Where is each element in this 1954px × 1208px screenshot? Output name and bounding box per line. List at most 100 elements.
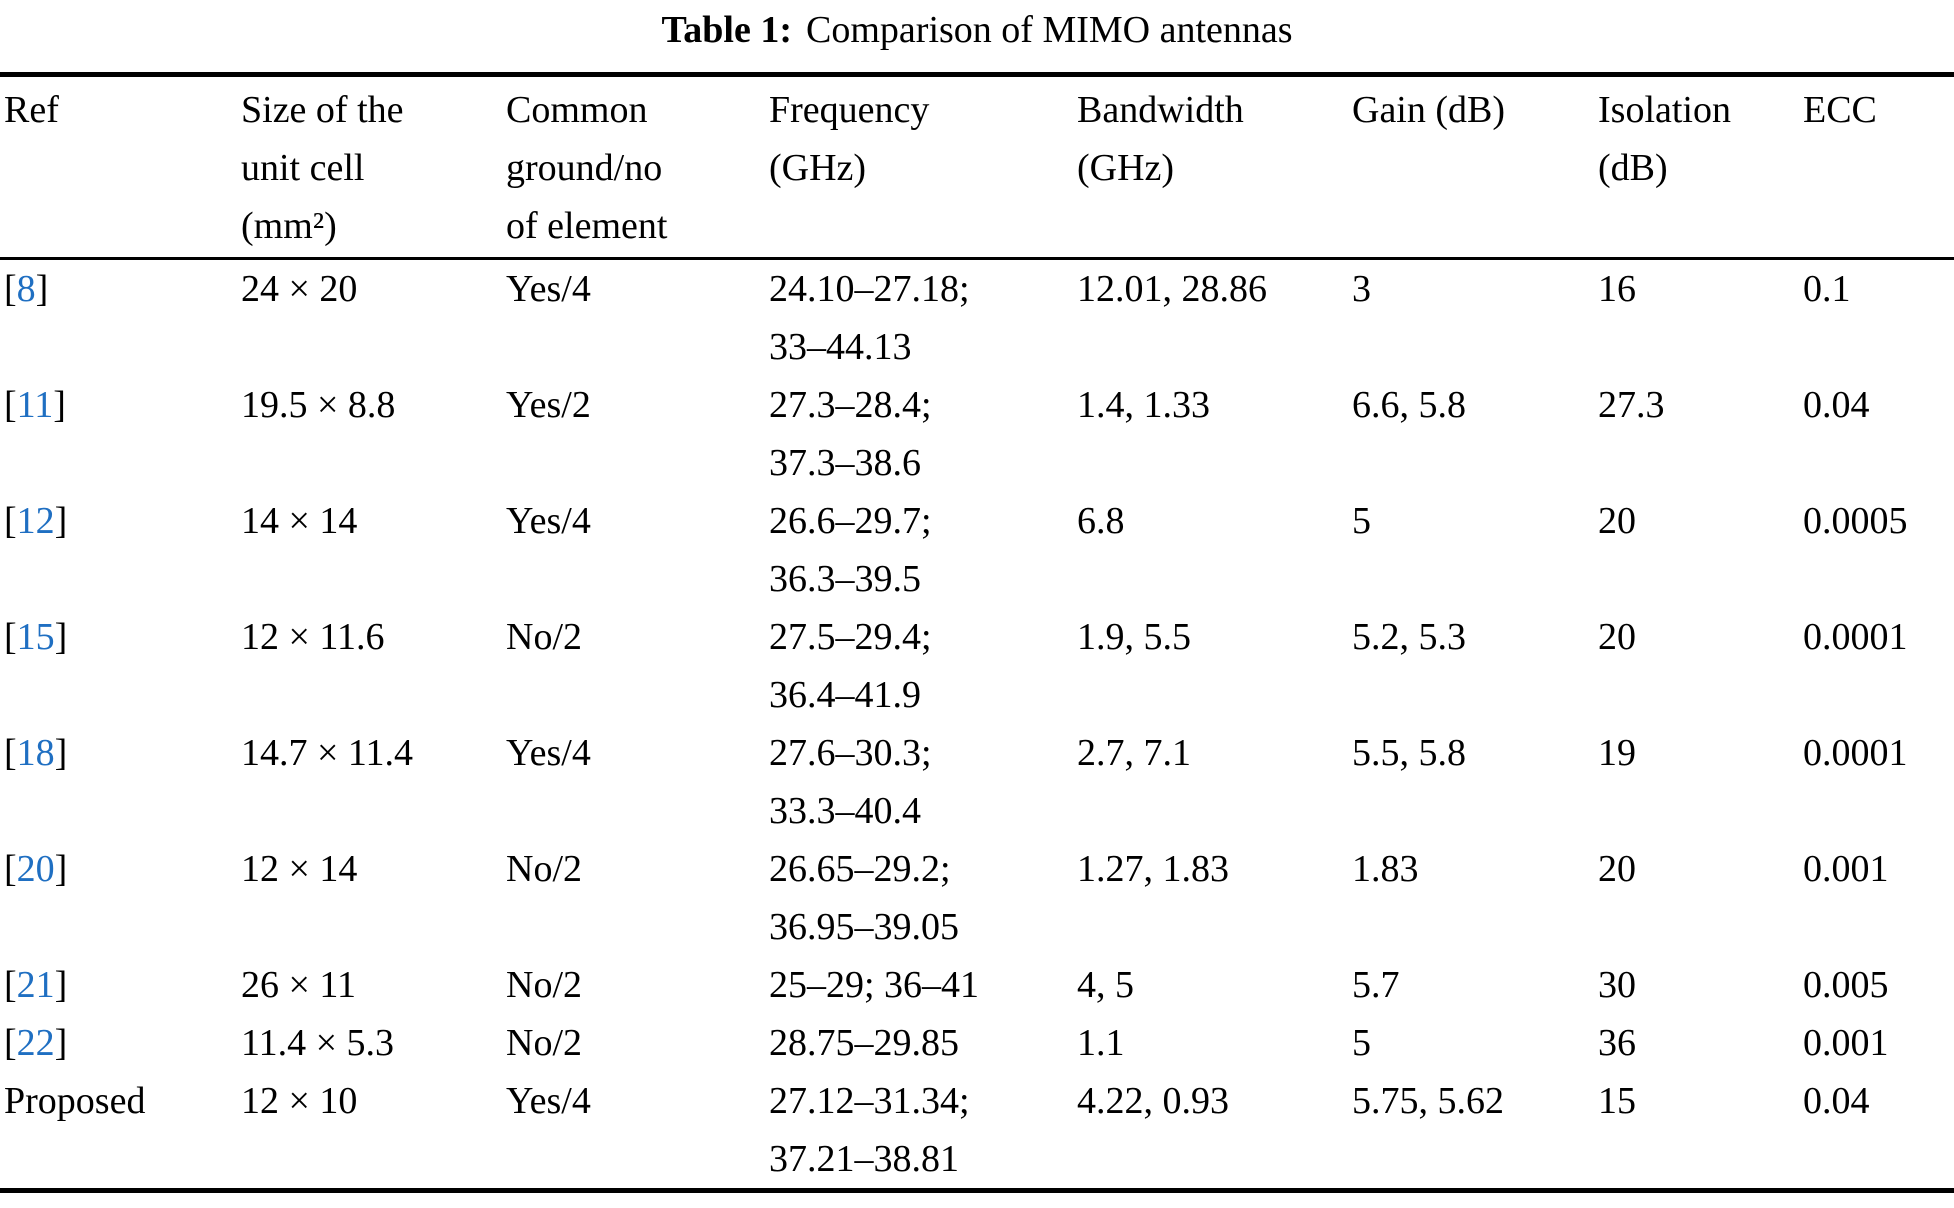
citation-bracket-close: ] bbox=[54, 964, 68, 1006]
cell-isolation: 20 bbox=[1598, 848, 1636, 890]
cell-ref: [11] bbox=[0, 376, 237, 492]
citation-bracket-open: [ bbox=[4, 848, 17, 890]
cell-bandwidth: 1.9, 5.5 bbox=[1077, 616, 1191, 658]
cell-ground: Yes/4 bbox=[506, 1080, 591, 1122]
column-header-ground: Common ground/no of element bbox=[502, 74, 765, 260]
cell-ground: Yes/4 bbox=[506, 732, 591, 774]
cell-ecc: 0.001 bbox=[1803, 1022, 1889, 1064]
column-header-ecc: ECC bbox=[1799, 74, 1954, 260]
cell-size: 24 × 20 bbox=[241, 268, 358, 310]
cell-size: 12 × 11.6 bbox=[241, 616, 385, 658]
cell-size: 12 × 14 bbox=[241, 848, 358, 890]
cell-size: 11.4 × 5.3 bbox=[241, 1022, 395, 1064]
citation-bracket-open: [ bbox=[4, 268, 17, 310]
cell-ref: [21] bbox=[0, 956, 237, 1014]
cell-size: 26 × 11 bbox=[241, 964, 357, 1006]
cell-ref: [22] bbox=[0, 1014, 237, 1072]
citation-bracket-open: [ bbox=[4, 500, 17, 542]
cell-ground: No/2 bbox=[506, 616, 582, 658]
table-row: [12] 14 × 14 Yes/4 26.6–29.7; 36.3–39.5 … bbox=[0, 492, 1954, 608]
citation-bracket-close: ] bbox=[53, 384, 66, 426]
table-row: [18] 14.7 × 11.4 Yes/4 27.6–30.3; 33.3–4… bbox=[0, 724, 1954, 840]
cell-frequency: 26.6–29.7; 36.3–39.5 bbox=[769, 500, 932, 600]
citation-link[interactable]: 15 bbox=[16, 616, 55, 658]
citation-bracket-close: ] bbox=[54, 616, 68, 658]
table-caption: Table 1: Comparison of MIMO antennas bbox=[0, 4, 1954, 60]
cell-ground: Yes/4 bbox=[506, 500, 591, 542]
cell-bandwidth: 6.8 bbox=[1077, 500, 1125, 542]
cell-bandwidth: 4, 5 bbox=[1077, 964, 1134, 1006]
cell-frequency: 25–29; 36–41 bbox=[769, 964, 980, 1006]
table-row: [15] 12 × 11.6 No/2 27.5–29.4; 36.4–41.9… bbox=[0, 608, 1954, 724]
cell-isolation: 15 bbox=[1598, 1080, 1636, 1122]
cell-isolation: 36 bbox=[1598, 1022, 1636, 1064]
citation-bracket-open: [ bbox=[4, 732, 17, 774]
citation-link[interactable]: 18 bbox=[16, 732, 55, 774]
header-row: Ref Size of the unit cell (mm²) Common g… bbox=[0, 74, 1954, 260]
table-row: [11] 19.5 × 8.8 Yes/2 27.3–28.4; 37.3–38… bbox=[0, 376, 1954, 492]
cell-frequency: 27.5–29.4; 36.4–41.9 bbox=[769, 616, 932, 716]
cell-gain: 3 bbox=[1352, 268, 1371, 310]
cell-ecc: 0.001 bbox=[1803, 848, 1889, 890]
cell-frequency: 27.6–30.3; 33.3–40.4 bbox=[769, 732, 932, 832]
cell-frequency: 27.12–31.34; 37.21–38.81 bbox=[769, 1080, 970, 1180]
column-header-isolation: Isolation (dB) bbox=[1594, 74, 1799, 260]
table-row: [22] 11.4 × 5.3 No/2 28.75–29.85 1.1 5 3… bbox=[0, 1014, 1954, 1072]
cell-isolation: 19 bbox=[1598, 732, 1636, 774]
citation-bracket-open: [ bbox=[4, 616, 17, 658]
citation-link[interactable]: 21 bbox=[16, 964, 55, 1006]
citation-link[interactable]: 8 bbox=[16, 268, 36, 310]
cell-frequency: 26.65–29.2; 36.95–39.05 bbox=[769, 848, 959, 948]
cell-gain: 5 bbox=[1352, 500, 1371, 542]
cell-size: 14 × 14 bbox=[241, 500, 358, 542]
cell-gain: 5.7 bbox=[1352, 964, 1400, 1006]
citation-link[interactable]: 20 bbox=[16, 848, 55, 890]
citation-bracket-close: ] bbox=[54, 848, 68, 890]
citation-bracket-open: [ bbox=[4, 384, 17, 426]
cell-gain: 5.75, 5.62 bbox=[1352, 1080, 1504, 1122]
cell-ref: [8] bbox=[0, 259, 237, 377]
cell-gain: 5 bbox=[1352, 1022, 1371, 1064]
column-header-gain: Gain (dB) bbox=[1348, 74, 1594, 260]
cell-ground: No/2 bbox=[506, 964, 582, 1006]
cell-bandwidth: 12.01, 28.86 bbox=[1077, 268, 1267, 310]
citation-bracket-open: [ bbox=[4, 964, 17, 1006]
cell-frequency: 27.3–28.4; 37.3–38.6 bbox=[769, 384, 932, 484]
cell-isolation: 20 bbox=[1598, 500, 1636, 542]
column-header-frequency: Frequency (GHz) bbox=[765, 74, 1073, 260]
cell-bandwidth: 1.27, 1.83 bbox=[1077, 848, 1229, 890]
cell-ground: No/2 bbox=[506, 1022, 582, 1064]
cell-bandwidth: 2.7, 7.1 bbox=[1077, 732, 1191, 774]
table-caption-text: Comparison of MIMO antennas bbox=[806, 9, 1293, 51]
citation-link[interactable]: 12 bbox=[16, 500, 55, 542]
table-header: Ref Size of the unit cell (mm²) Common g… bbox=[0, 74, 1954, 260]
cell-ecc: 0.04 bbox=[1803, 1080, 1870, 1122]
cell-size: 14.7 × 11.4 bbox=[241, 732, 414, 774]
cell-ecc: 0.005 bbox=[1803, 964, 1889, 1006]
citation-bracket-close: ] bbox=[54, 500, 68, 542]
cell-isolation: 20 bbox=[1598, 616, 1636, 658]
cell-ref: [18] bbox=[0, 724, 237, 840]
citation-link[interactable]: 11 bbox=[16, 384, 54, 426]
table-row: [20] 12 × 14 No/2 26.65–29.2; 36.95–39.0… bbox=[0, 840, 1954, 956]
cell-gain: 5.5, 5.8 bbox=[1352, 732, 1466, 774]
cell-ref: [15] bbox=[0, 608, 237, 724]
column-header-ref: Ref bbox=[0, 74, 237, 260]
cell-isolation: 16 bbox=[1598, 268, 1636, 310]
cell-bandwidth: 4.22, 0.93 bbox=[1077, 1080, 1229, 1122]
cell-gain: 1.83 bbox=[1352, 848, 1419, 890]
cell-gain: 5.2, 5.3 bbox=[1352, 616, 1466, 658]
citation-bracket-close: ] bbox=[54, 1022, 68, 1064]
column-header-size: Size of the unit cell (mm²) bbox=[237, 74, 502, 260]
citation-bracket-close: ] bbox=[35, 268, 49, 310]
cell-ground: Yes/4 bbox=[506, 268, 591, 310]
citation-bracket-close: ] bbox=[54, 732, 68, 774]
cell-ecc: 0.0001 bbox=[1803, 616, 1908, 658]
cell-ecc: 0.1 bbox=[1803, 268, 1851, 310]
cell-isolation: 30 bbox=[1598, 964, 1636, 1006]
table-row: Proposed 12 × 10 Yes/4 27.12–31.34; 37.2… bbox=[0, 1072, 1954, 1191]
proposed-row-label: Proposed bbox=[4, 1080, 146, 1122]
citation-link[interactable]: 22 bbox=[16, 1022, 55, 1064]
cell-ref: Proposed bbox=[0, 1072, 237, 1191]
column-header-bandwidth: Bandwidth (GHz) bbox=[1073, 74, 1348, 260]
